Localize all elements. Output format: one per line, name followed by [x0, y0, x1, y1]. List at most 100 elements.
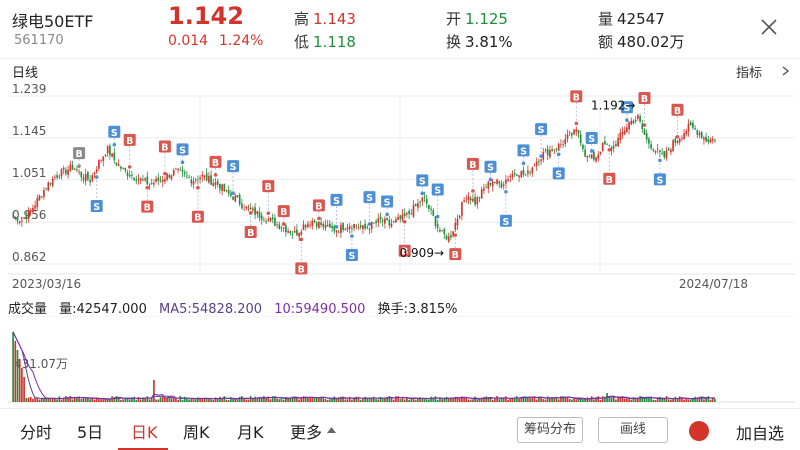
record-icon[interactable] — [689, 421, 709, 441]
candle-body — [106, 146, 109, 154]
tab-weekly-k[interactable]: 周K — [183, 423, 210, 442]
tab-daily-k[interactable]: 日K — [131, 423, 158, 442]
volume-bar — [47, 397, 50, 402]
chip-distribution-button[interactable]: 筹码分布 — [517, 417, 583, 443]
candle-body — [188, 177, 190, 178]
candle-body — [516, 174, 518, 176]
volume-bar — [331, 399, 333, 402]
candle-body — [408, 210, 410, 214]
high-stat: 高 1.143 — [294, 8, 356, 29]
tab-more[interactable]: 更多 — [290, 423, 323, 442]
volume-bar — [549, 398, 551, 402]
candle-body — [78, 171, 80, 173]
candle-body — [335, 230, 338, 233]
candle-body — [403, 213, 406, 216]
candle-body — [377, 218, 380, 223]
close-icon[interactable] — [756, 14, 782, 40]
candle-body — [531, 167, 534, 174]
volume-bar — [51, 398, 54, 402]
active-tab-indicator — [118, 448, 168, 450]
candle-body — [423, 196, 426, 198]
volume-bar — [280, 398, 283, 402]
chevron-right-icon[interactable] — [782, 66, 790, 76]
candle-body — [544, 149, 547, 151]
volume-bar — [43, 397, 45, 402]
volume-bar — [241, 396, 243, 402]
volume-bar — [139, 399, 142, 402]
volume-bar — [516, 396, 518, 402]
candle-body — [234, 195, 237, 202]
volume-bar — [326, 399, 329, 402]
marker-dot — [196, 185, 200, 190]
candle-body — [703, 137, 705, 140]
caret-up-icon[interactable] — [327, 427, 336, 433]
candle-body — [577, 129, 580, 134]
volume-bar — [227, 399, 230, 402]
tab-monthly-k[interactable]: 月K — [237, 423, 264, 442]
marker-dot — [589, 149, 594, 153]
volume-bar — [34, 397, 36, 402]
volume-bar — [390, 398, 393, 402]
marker-dot — [231, 191, 235, 195]
candle-body — [645, 133, 648, 140]
volume-bar — [560, 396, 562, 402]
trade-marker-label: S — [623, 103, 630, 114]
tab-intraday[interactable]: 分时 — [20, 423, 53, 442]
candle-body — [29, 209, 32, 213]
candle-body — [696, 130, 699, 135]
volume-chart[interactable] — [0, 316, 800, 406]
trade-marker-label: S — [111, 128, 118, 139]
volume-bar — [344, 399, 347, 402]
volume-bar — [14, 341, 17, 402]
volume-bar — [441, 399, 443, 402]
trade-marker — [671, 103, 684, 116]
volume-bar — [683, 399, 685, 402]
candle-body — [34, 205, 36, 209]
candle-body — [419, 202, 421, 204]
volume-value: 42547 — [617, 10, 665, 28]
candle-body — [36, 198, 39, 208]
volume-bar — [439, 398, 441, 402]
candle-body — [694, 128, 696, 130]
volume-bar — [480, 397, 483, 402]
candle-body — [445, 235, 448, 240]
candle-body — [610, 147, 613, 151]
high-value: 1.143 — [313, 10, 356, 28]
add-to-watchlist-button[interactable]: 加自选 — [736, 424, 785, 443]
candle-body — [436, 224, 439, 228]
volume-bar — [388, 396, 391, 402]
draw-line-button[interactable]: 画线 — [598, 417, 668, 443]
low-value: 1.118 — [313, 33, 356, 51]
volume-bar — [452, 398, 454, 402]
volume-label: 量 — [598, 10, 614, 28]
marker-dot — [675, 134, 680, 139]
volume-bar — [432, 397, 435, 402]
volume-bar — [291, 396, 294, 402]
candlestick-chart[interactable]: 1.2391.1451.0510.9560.862BSSBBBSBBSBBBBB… — [0, 82, 800, 292]
candle-body — [164, 179, 166, 182]
candle-body — [676, 140, 679, 143]
candle-body — [298, 232, 300, 237]
candle-body — [146, 176, 149, 185]
security-code: 561170 — [14, 33, 64, 48]
volume-bar — [491, 399, 494, 402]
volume-bar — [56, 399, 58, 402]
candle-body — [137, 179, 140, 181]
volume-bar — [84, 397, 87, 402]
trade-marker — [108, 125, 121, 138]
volume-bar — [489, 397, 492, 402]
volume-bar — [417, 398, 419, 402]
candle-body — [87, 172, 89, 180]
volume-bar — [337, 397, 340, 402]
volume-bar — [604, 397, 606, 402]
volume-bar — [513, 397, 516, 402]
candle-body — [685, 131, 688, 134]
tab-5day[interactable]: 5日 — [77, 423, 104, 442]
volume-bar — [135, 399, 138, 402]
candle-body — [542, 152, 545, 160]
trade-marker-label: S — [384, 197, 391, 208]
indicator-button[interactable]: 指标 — [736, 66, 763, 81]
candle-body — [500, 183, 503, 188]
volume-bar — [100, 399, 102, 402]
marker-dot — [642, 123, 647, 127]
